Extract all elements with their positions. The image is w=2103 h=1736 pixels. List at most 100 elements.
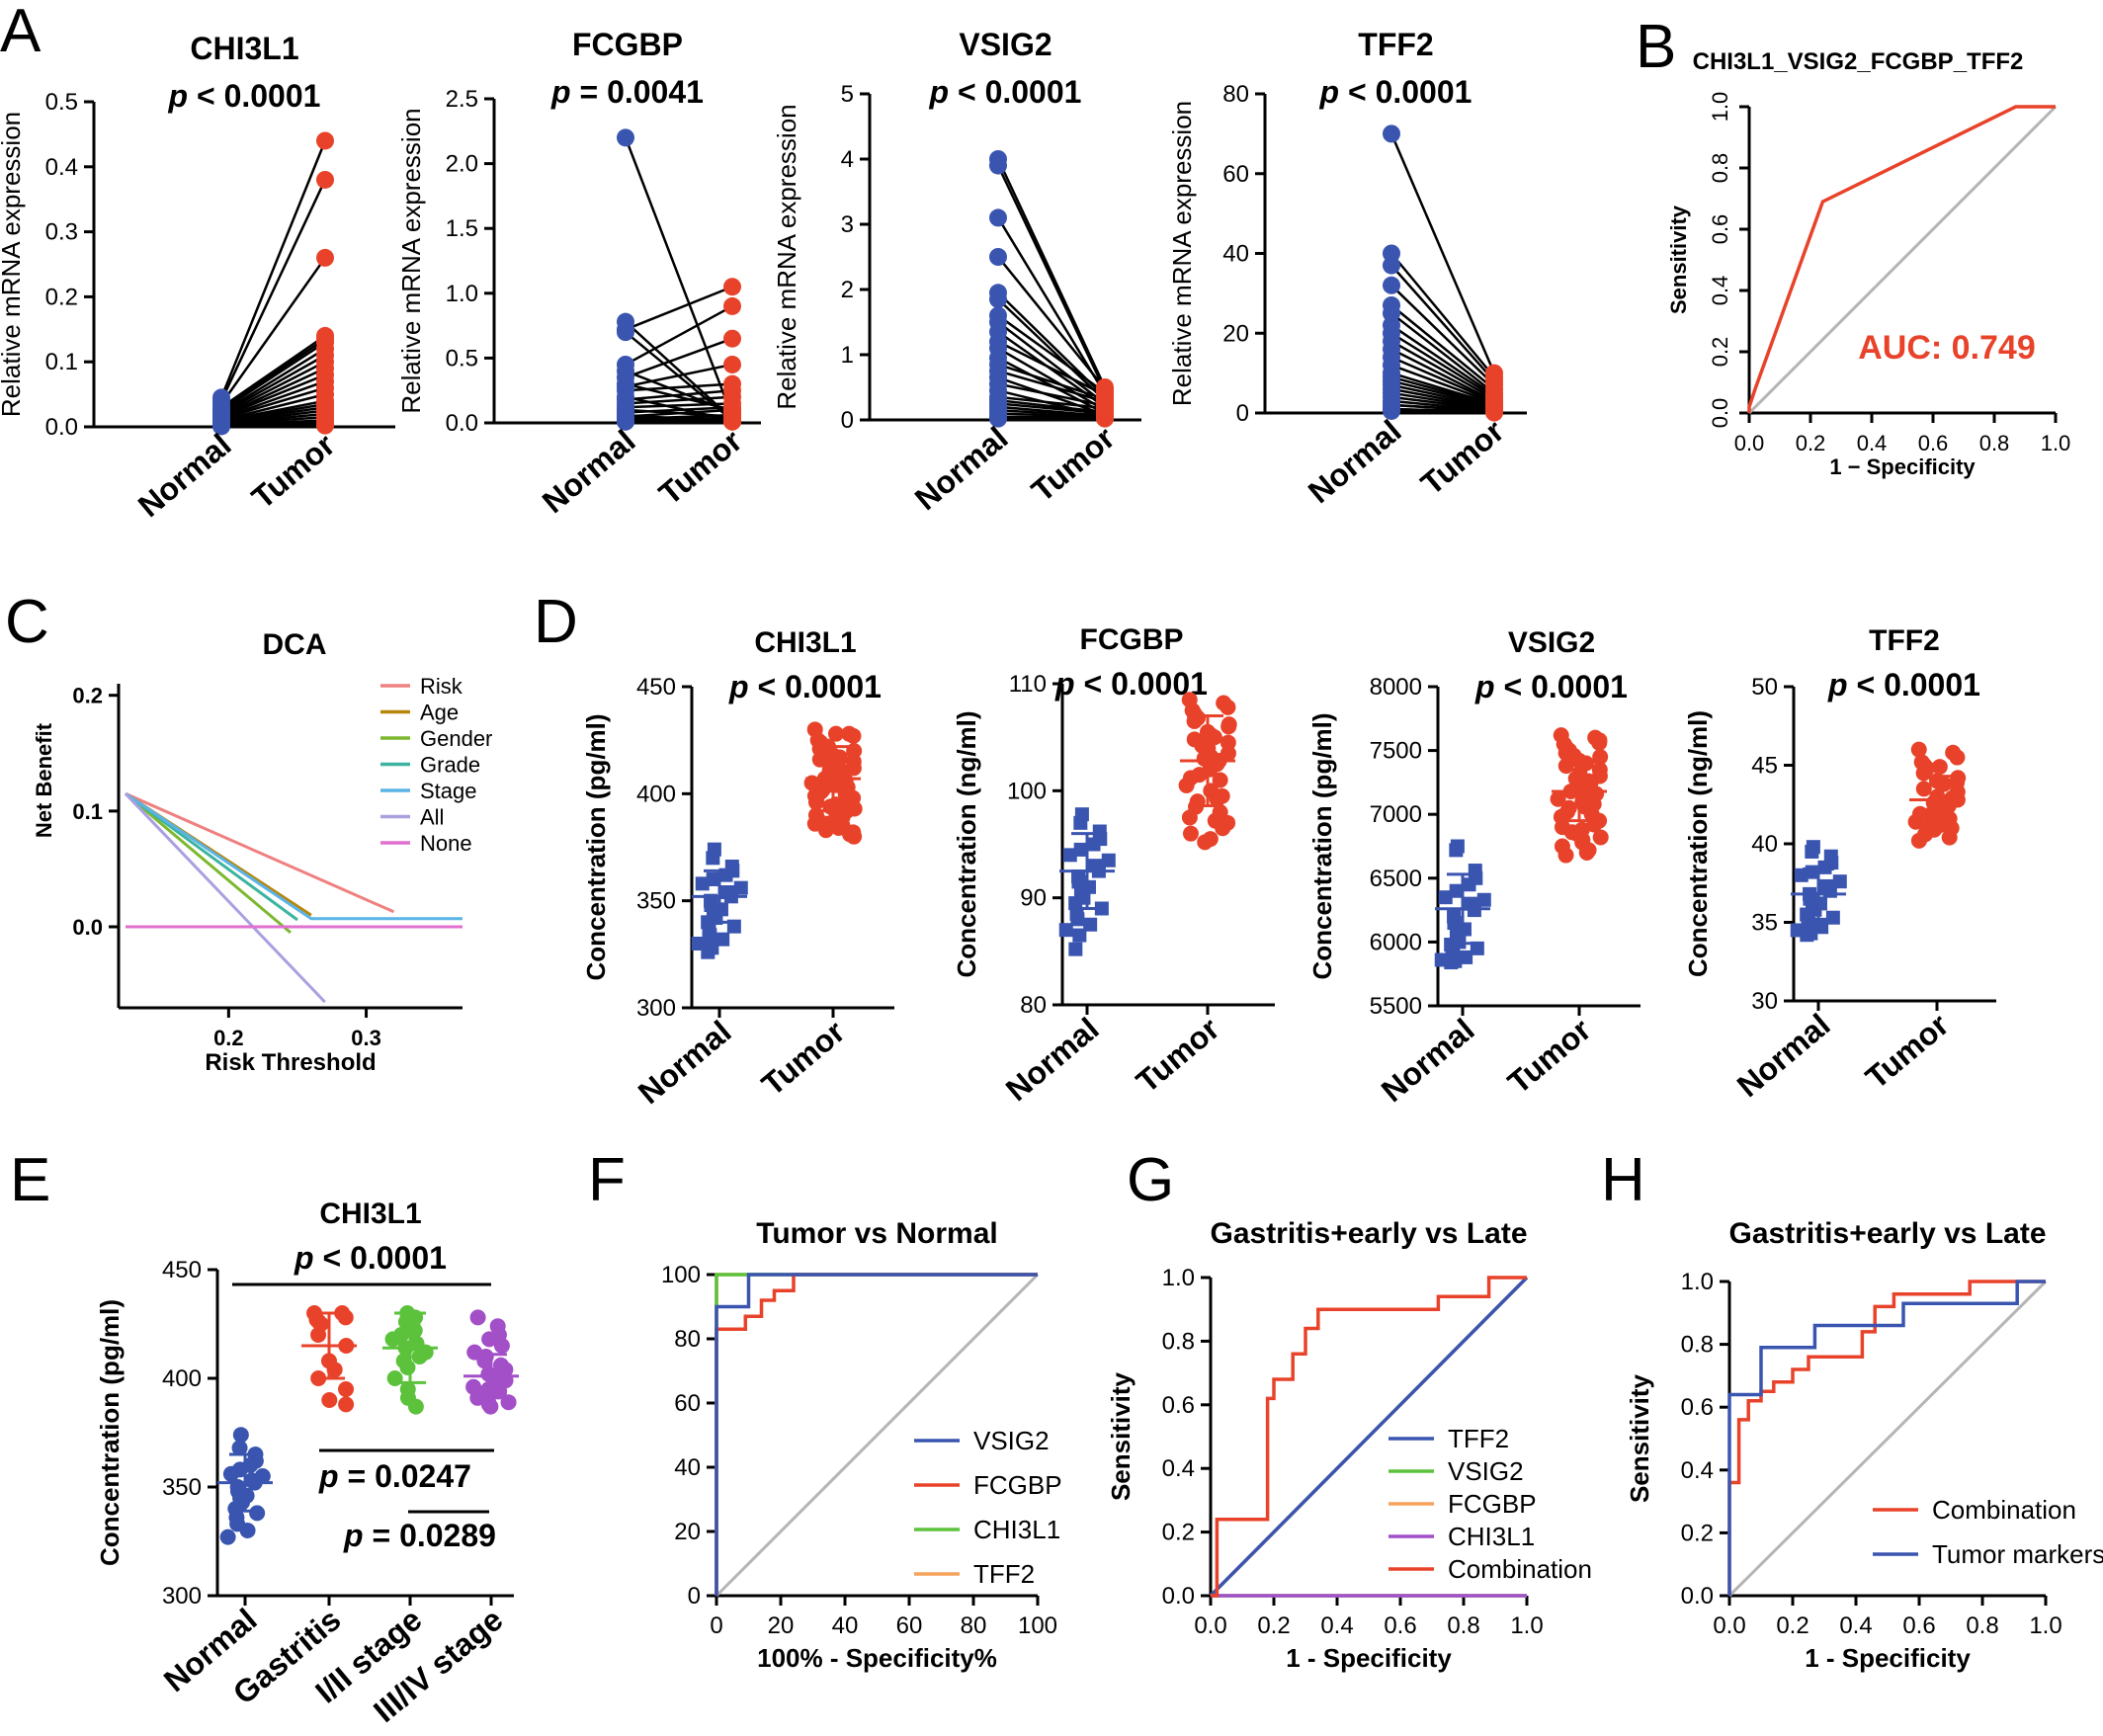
x-tick-label: 0.6 <box>1384 1612 1416 1639</box>
x-tick-label: 0.4 <box>1857 431 1888 455</box>
pair-line <box>997 375 1106 416</box>
data-point <box>1814 920 1829 935</box>
data-point <box>1068 896 1083 911</box>
data-point <box>1449 843 1464 858</box>
y-tick-label: 3 <box>841 211 854 238</box>
pair-line <box>625 286 733 331</box>
data-point <box>1800 928 1814 943</box>
y-tick-label: 350 <box>636 888 676 915</box>
y-tick-label: 0.8 <box>1708 153 1732 184</box>
tumor-point <box>316 248 334 267</box>
legend-label: Combination <box>1448 1554 1592 1584</box>
roc-plot-g: Gastritis+early vs Late 0.0 0.2 0.4 0.6 0.8 1.… <box>1106 1217 1592 1673</box>
plot-title: FCGBP <box>1080 623 1184 656</box>
legend-label: Risk <box>420 674 463 699</box>
y-tick-label: 0.4 <box>1681 1457 1714 1484</box>
y-tick-label: 0.0 <box>446 410 478 437</box>
y-tick-label: 40 <box>1751 831 1778 858</box>
x-category-label: Normal <box>1302 413 1408 510</box>
y-axis-label: Concentration (pg/ml) <box>1307 712 1337 979</box>
pair-line <box>996 216 1107 395</box>
reference-diagonal <box>1727 1280 2048 1598</box>
y-axis-label: Net Benefit <box>32 722 56 838</box>
data-point <box>399 1360 416 1375</box>
data-point <box>1805 844 1819 859</box>
x-category-label: Normal <box>131 427 238 524</box>
x-tick-label: 0.8 <box>1966 1612 1998 1639</box>
y-tick-label: 80 <box>674 1326 701 1353</box>
pair-line <box>1390 372 1495 406</box>
p-value-label: p < 0.0001 <box>728 669 882 704</box>
y-tick-label: 45 <box>1751 753 1778 780</box>
data-point <box>1817 860 1832 874</box>
data-point <box>1062 848 1077 863</box>
data-point <box>1071 874 1086 889</box>
panel-letter-g: G <box>1127 1146 1174 1214</box>
normal-point <box>989 289 1007 308</box>
data-point <box>1447 916 1462 931</box>
y-tick-label: 0 <box>841 407 854 434</box>
normal-point <box>617 128 634 147</box>
y-tick-label: 450 <box>636 674 676 701</box>
pair-line <box>1390 324 1495 396</box>
data-point <box>493 1338 510 1354</box>
normal-point <box>989 156 1007 175</box>
plot-title: CHI3L1 <box>190 31 298 66</box>
y-tick-label: 50 <box>1751 674 1778 701</box>
legend-label: VSIG2 <box>973 1426 1050 1455</box>
plot-title: FCGBP <box>572 27 683 62</box>
dca-curve-gender <box>125 792 292 935</box>
data-point <box>1580 773 1597 789</box>
y-tick-label: 0.3 <box>45 219 78 246</box>
data-point <box>1197 834 1214 851</box>
x-category-label: Tumor <box>1501 1012 1598 1101</box>
legend-label: FCGBP <box>973 1470 1062 1500</box>
y-tick-label: 0.0 <box>72 915 103 940</box>
dot-plot-d-tff2: TFF2 p < 0.0001 30 35 40 45 50 Concentration (n… <box>1683 624 1996 1104</box>
panel-letter-e: E <box>10 1146 50 1214</box>
plot-title: CHI3L1 <box>754 626 856 659</box>
data-point <box>407 1398 424 1415</box>
pair-line <box>220 386 326 421</box>
pair-line <box>997 363 1106 401</box>
x-tick-label: 40 <box>832 1612 859 1639</box>
data-point <box>1915 765 1932 782</box>
reference-diagonal <box>715 1273 1040 1598</box>
x-tick-label: 0.8 <box>1979 431 2010 455</box>
normal-point <box>1383 276 1400 294</box>
data-point <box>1915 781 1932 797</box>
data-point <box>695 876 710 891</box>
pair-line <box>1390 379 1495 407</box>
plot-title: CHI3L1 <box>319 1198 421 1230</box>
pair-line <box>1390 304 1495 390</box>
panel-letter-h: H <box>1601 1146 1645 1214</box>
tumor-point <box>316 416 334 435</box>
x-category-label: Tumor <box>1025 420 1122 509</box>
tumor-point <box>723 296 741 315</box>
x-tick-label: 100 <box>1018 1612 1057 1639</box>
y-tick-label: 1.0 <box>1162 1265 1195 1291</box>
x-tick-label: 1.0 <box>1510 1612 1543 1639</box>
legend-label: Age <box>420 701 459 725</box>
pair-line <box>1390 312 1495 394</box>
data-point <box>338 1381 355 1397</box>
x-category-label: Normal <box>999 1011 1106 1108</box>
data-point <box>1072 928 1087 943</box>
x-tick-label: 0.8 <box>1447 1612 1479 1639</box>
data-point <box>1083 917 1098 932</box>
normal-point <box>989 248 1007 266</box>
pair-line <box>625 402 733 409</box>
x-tick-label: 0.4 <box>1839 1612 1872 1639</box>
roc-curve-combination <box>1211 1276 1527 1598</box>
tumor-point <box>723 412 741 431</box>
data-point <box>1563 824 1580 841</box>
data-point <box>1931 759 1948 776</box>
y-tick-label: 2.0 <box>446 151 478 178</box>
data-point <box>1186 705 1203 722</box>
normal-point <box>1383 401 1400 420</box>
y-tick-label: 100 <box>661 1262 701 1288</box>
p-value-label: p < 0.0001 <box>294 1240 447 1276</box>
y-axis-label: Concentration (pg/ml) <box>95 1299 125 1566</box>
roc-curve-fcgbp <box>715 1273 1038 1596</box>
pair-line <box>1390 284 1495 386</box>
